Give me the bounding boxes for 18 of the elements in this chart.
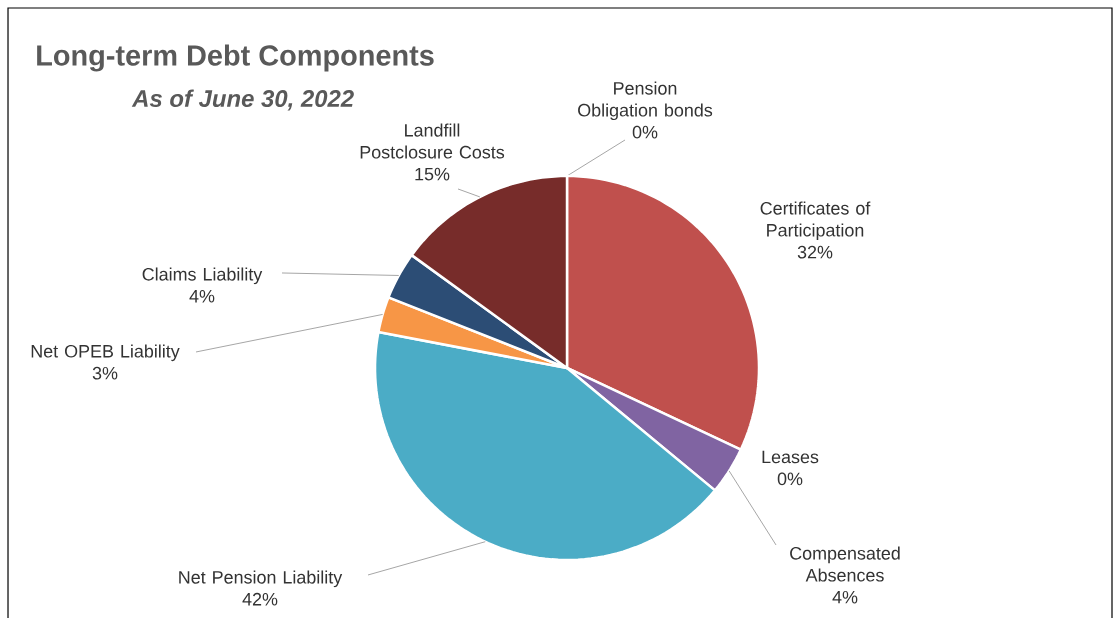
data-label: 3% [92,366,118,380]
data-label: 32% [797,245,833,259]
chart-title: Long-term Debt Components [37,44,434,72]
chart-subtitle: As of June 30, 2022 [131,89,354,111]
slice-label: Net OPEB Liability [31,344,180,362]
text: 0% [632,125,658,139]
slice-label: Compensated Absences [790,546,900,582]
slice-label: Landfill Postclosure Costs [360,123,505,159]
slice-label: Net Pension Liability [179,570,343,588]
category-label: Pension Obligation bonds [578,81,713,121]
data-label: 4% [832,590,858,604]
slice-label: Certificates of Participation [760,201,871,241]
category-label: Leases [762,450,819,464]
data-label: 4% [189,289,215,303]
slice-label: Claims Liability [142,267,263,285]
data-label: 42% [242,592,278,606]
data-label: 15% [415,167,450,181]
text: 0% [777,472,803,486]
